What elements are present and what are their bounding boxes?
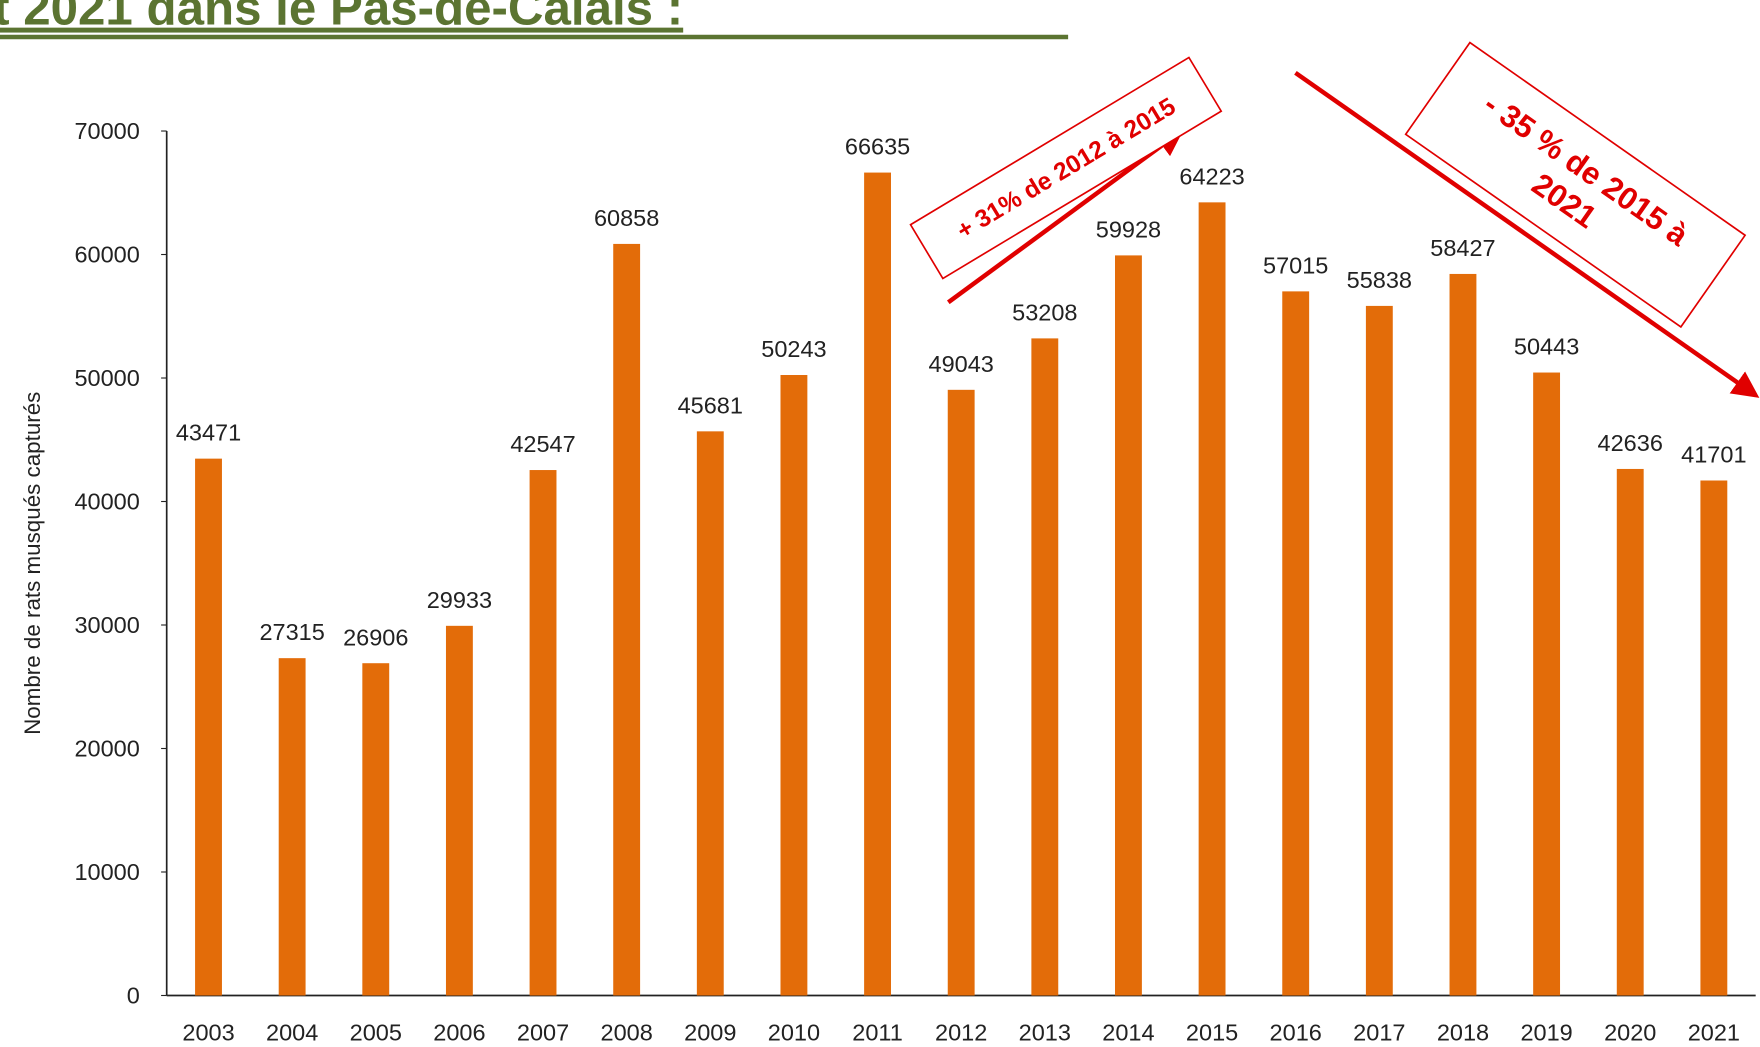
data-label: 66635: [845, 134, 910, 160]
bar: [1365, 305, 1393, 996]
data-label: 64223: [1179, 163, 1244, 189]
x-tick-label: 2019: [1520, 1019, 1572, 1045]
data-label: 49043: [929, 351, 994, 377]
x-tick-label: 2004: [266, 1019, 318, 1045]
x-tick-label: 2012: [935, 1019, 987, 1045]
y-tick-label: 0: [127, 982, 140, 1008]
data-label: 60858: [594, 205, 659, 231]
annotation: + 31% de 2012 à 2015: [909, 56, 1223, 280]
annotation-arrow: [1294, 70, 1760, 398]
data-label: 41701: [1681, 442, 1746, 468]
data-label: 42636: [1598, 430, 1663, 456]
annotation-arrow: [946, 129, 1184, 305]
bar: [1031, 338, 1059, 996]
x-tick-label: 2014: [1102, 1019, 1154, 1045]
data-label: 58427: [1430, 235, 1495, 261]
data-label: 50243: [761, 336, 826, 362]
bar: [1533, 372, 1561, 996]
bar: [1115, 255, 1142, 996]
bar: [362, 663, 390, 996]
bar: [278, 658, 306, 996]
x-tick-label: 2018: [1437, 1019, 1489, 1045]
x-tick-label: 2009: [684, 1019, 736, 1045]
x-tick-label: 2011: [852, 1019, 903, 1045]
bar: [445, 625, 473, 996]
bar: [529, 470, 557, 996]
data-label: 43471: [176, 420, 241, 446]
annotation-box: [1404, 41, 1747, 329]
x-tick-label: 2005: [350, 1019, 402, 1045]
x-tick-label: 2016: [1270, 1019, 1322, 1045]
bar: [864, 172, 891, 996]
data-label: 57015: [1263, 252, 1328, 278]
x-tick-label: 2013: [1019, 1019, 1071, 1045]
bar: [696, 431, 724, 996]
x-tick-label: 2015: [1186, 1019, 1238, 1045]
data-label: 50443: [1514, 334, 1579, 360]
bar: [1616, 468, 1644, 996]
bar: [1198, 202, 1226, 996]
x-tick-label: 2008: [601, 1019, 653, 1045]
y-axis-label: Nombre de rats musqués capturés: [20, 392, 45, 735]
y-tick-label: 70000: [74, 118, 139, 144]
x-tick-label: 2010: [768, 1019, 820, 1045]
bar: [1282, 291, 1310, 996]
annotation-box: [909, 56, 1223, 280]
y-tick-label: 10000: [74, 859, 139, 885]
data-label: 27315: [259, 619, 324, 645]
bar: [1449, 273, 1477, 996]
x-tick-label: 2007: [517, 1019, 569, 1045]
x-tick-label: 2021: [1688, 1019, 1740, 1045]
data-label: 45681: [678, 392, 743, 418]
bar: [780, 375, 808, 996]
y-tick-label: 60000: [74, 241, 139, 267]
y-tick-label: 30000: [74, 612, 139, 638]
bar: [1700, 480, 1728, 996]
data-label: 42547: [510, 431, 575, 457]
x-tick-label: 2020: [1604, 1019, 1656, 1045]
chart-title: t 2021 dans le Pas-de-Calais :: [0, 0, 683, 36]
y-tick-label: 50000: [74, 365, 139, 391]
bar: [195, 458, 222, 996]
x-tick-label: 2006: [433, 1019, 485, 1045]
data-label: 55838: [1347, 267, 1412, 293]
data-label: 53208: [1012, 299, 1077, 325]
data-label: 59928: [1096, 216, 1161, 242]
data-label: 26906: [343, 624, 408, 650]
x-tick-label: 2003: [182, 1019, 234, 1045]
bar: [947, 389, 975, 996]
x-tick-label: 2017: [1353, 1019, 1405, 1045]
data-label: 29933: [427, 587, 492, 613]
y-tick-label: 40000: [74, 488, 139, 514]
y-tick-label: 20000: [74, 735, 139, 761]
bar: [613, 243, 641, 996]
